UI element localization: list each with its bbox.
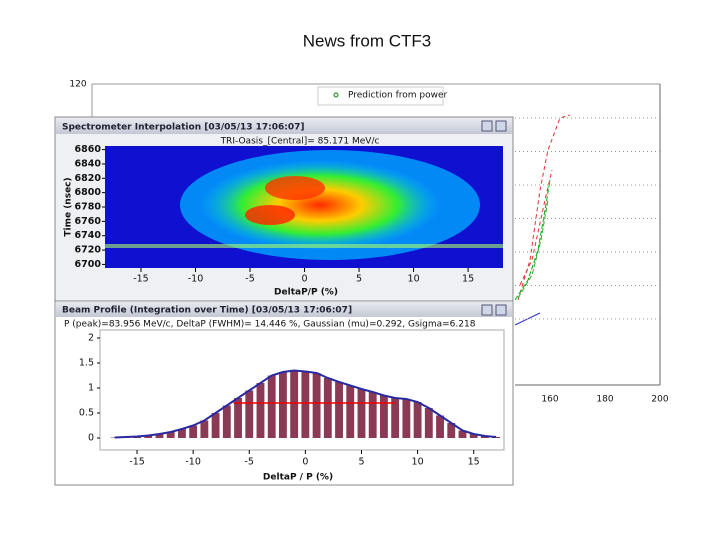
bar: [267, 375, 276, 438]
window-button[interactable]: [481, 120, 493, 132]
bar: [379, 395, 388, 438]
bar: [413, 402, 422, 438]
legend: [317, 86, 444, 106]
window-button[interactable]: [495, 120, 507, 132]
y-tick-label: 1: [88, 383, 94, 394]
x-tick-label: 10: [408, 274, 420, 285]
y-tick-label: 2: [88, 333, 94, 344]
bar: [312, 373, 321, 438]
bar: [222, 405, 231, 438]
bar: [424, 408, 433, 438]
curve: [517, 114, 571, 301]
x-axis-label: DeltaP / P (%): [263, 473, 333, 483]
curve: [514, 179, 551, 301]
x-tick-label: -5: [245, 274, 254, 285]
bar: [110, 437, 119, 438]
x-tick-label: -10: [188, 274, 204, 285]
profile-line: [114, 369, 497, 439]
x-tick-label: -15: [133, 274, 149, 285]
y-tick-label: 6840: [75, 158, 102, 169]
y-tick-label: 6800: [75, 187, 102, 198]
bar: [436, 415, 444, 438]
title-bar: [56, 118, 512, 134]
x-tick-label: 0: [302, 274, 308, 285]
y-tick-label: 6760: [75, 216, 102, 227]
heatmap-blob: [265, 176, 325, 200]
y-tick-label: 1.5: [79, 358, 94, 369]
curve: [519, 169, 553, 286]
subtitle: TRI-Oasis_[Central]= 85.171 MeV/c: [220, 137, 380, 147]
bar: [335, 382, 343, 438]
spectrometer-window: Spectrometer Interpolation [03/05/13 17:…: [54, 116, 514, 302]
bar: [346, 385, 355, 438]
profile-info: P (peak)=83.956 MeV/c, DeltaP (FWHM)= 14…: [64, 320, 476, 330]
bar: [391, 398, 400, 438]
bar: [301, 371, 310, 438]
x-tick-label: 160: [541, 395, 558, 405]
y-tick-label: 0: [88, 433, 94, 444]
x-tick-label: 15: [462, 274, 474, 285]
y-tick-label: 6700: [75, 259, 102, 270]
window-button[interactable]: [495, 304, 507, 316]
bar: [402, 399, 411, 438]
bar: [357, 389, 366, 438]
bar: [189, 425, 198, 438]
x-tick-label: -5: [245, 457, 254, 468]
y-tick-label: 6820: [75, 173, 102, 184]
y-tick-label: 6740: [75, 230, 102, 241]
x-tick-label: -15: [129, 457, 145, 468]
x-tick-label: 200: [651, 395, 668, 405]
x-tick-label: 15: [468, 457, 480, 468]
curve: [517, 199, 549, 299]
x-tick-label: 5: [358, 457, 364, 468]
bar: [166, 432, 175, 438]
x-tick-label: -10: [185, 457, 201, 468]
legend-marker: [333, 92, 339, 98]
slide-title: News from CTF3: [303, 31, 431, 50]
bar: [245, 390, 254, 438]
bar: [155, 434, 164, 438]
x-tick-label: 5: [356, 274, 362, 285]
beam-profile-window: Beam Profile (Integration over Time) [03…: [54, 300, 514, 486]
heatmap-blob: [200, 160, 440, 250]
bar: [368, 392, 377, 438]
y-tick-label: 6720: [75, 245, 102, 256]
title-bar: [56, 302, 512, 317]
y-tick-label: 0.5: [79, 408, 94, 419]
x-tick-label: 10: [412, 457, 424, 468]
bar: [144, 435, 153, 438]
heatmap-blob: [245, 205, 295, 225]
y-tick-label: 6860: [75, 144, 102, 155]
bar: [200, 420, 209, 438]
bar: [458, 430, 467, 438]
window-title: Beam Profile (Integration over Time) [03…: [62, 306, 352, 316]
legend-label: Prediction from power: [348, 91, 447, 101]
bar: [290, 370, 299, 438]
bar: [278, 372, 287, 438]
bar: [469, 434, 478, 438]
x-tick-label: 180: [596, 395, 613, 405]
y-tick-label: 6780: [75, 202, 102, 213]
bar: [211, 413, 220, 438]
window-title: Spectrometer Interpolation [03/05/13 17:…: [62, 123, 305, 133]
bar: [447, 423, 456, 438]
bar: [492, 437, 501, 438]
bar: [234, 398, 242, 438]
bar: [256, 383, 265, 438]
x-tick-label: 0: [302, 457, 308, 468]
x-axis-label: DeltaP/P (%): [274, 288, 338, 298]
y-axis-label: Time (nsec): [64, 177, 74, 236]
bar: [177, 429, 186, 438]
window-button[interactable]: [481, 304, 493, 316]
bar: [323, 378, 332, 438]
heatmap-band: [105, 244, 503, 248]
y-tick-label: 120: [69, 80, 86, 90]
